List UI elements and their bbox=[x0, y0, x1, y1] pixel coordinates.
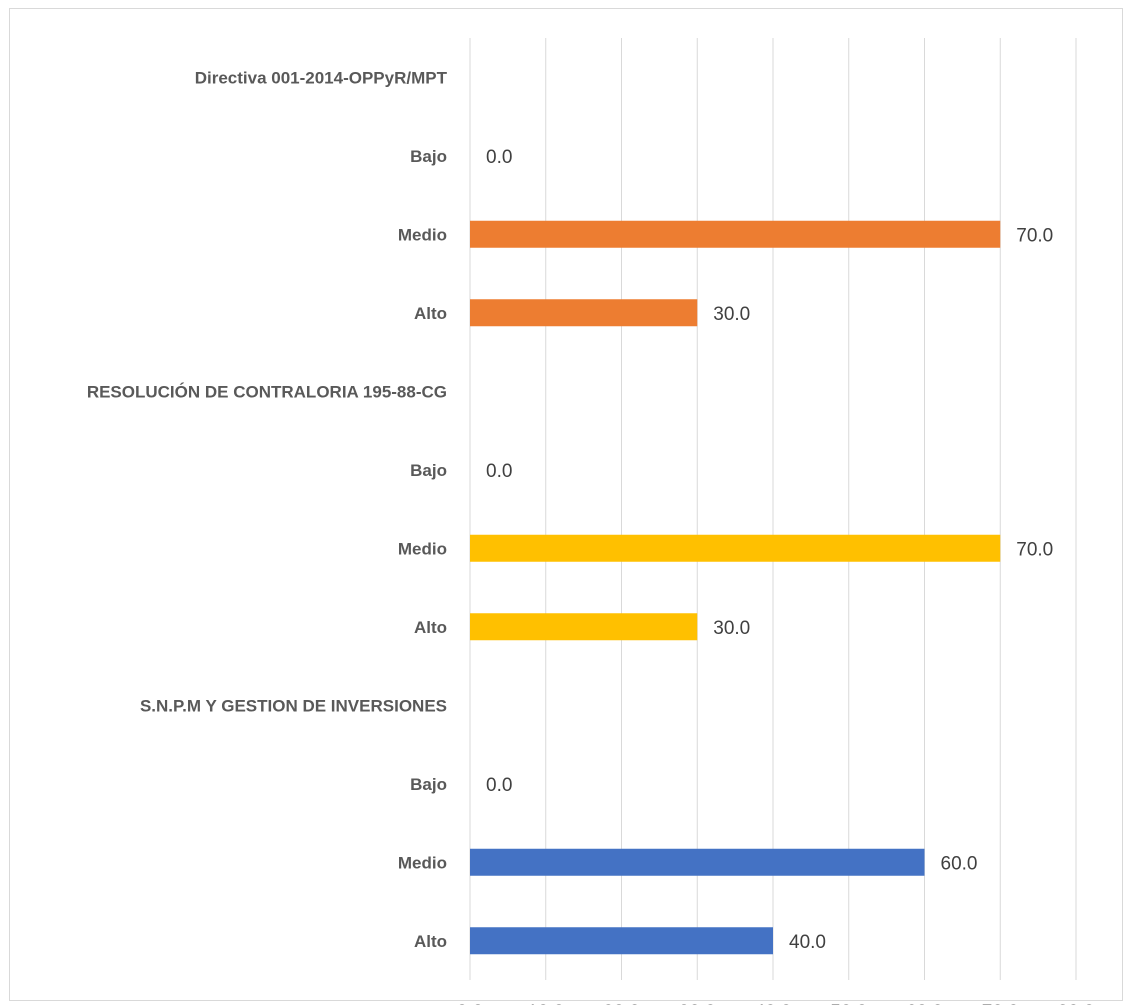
category-label: Bajo bbox=[410, 461, 447, 480]
x-tick-label: 70.0 bbox=[982, 1002, 1019, 1005]
x-tick-label: 30.0 bbox=[679, 1002, 716, 1005]
category-label: Medio bbox=[398, 853, 447, 872]
category-label: RESOLUCIÓN DE CONTRALORIA 195-88-CG bbox=[87, 382, 447, 401]
bar bbox=[470, 848, 925, 876]
data-label: 40.0 bbox=[789, 932, 826, 953]
data-label: 0.0 bbox=[486, 775, 512, 796]
bar bbox=[470, 299, 698, 327]
x-tick-label: 50.0 bbox=[830, 1002, 867, 1005]
chart-frame bbox=[9, 8, 1123, 1001]
x-tick-label: 40.0 bbox=[755, 1002, 792, 1005]
bar bbox=[470, 613, 698, 641]
x-tick-label: 80.0 bbox=[1058, 1002, 1095, 1005]
category-label: Medio bbox=[398, 539, 447, 558]
data-label: 70.0 bbox=[1016, 539, 1053, 560]
data-label: 30.0 bbox=[713, 618, 750, 639]
x-tick-label: 20.0 bbox=[603, 1002, 640, 1005]
category-label: Bajo bbox=[410, 147, 447, 166]
category-label: Medio bbox=[398, 225, 447, 244]
data-label: 70.0 bbox=[1016, 225, 1053, 246]
data-label: 0.0 bbox=[486, 147, 512, 168]
category-label: Alto bbox=[414, 304, 447, 323]
bar bbox=[470, 220, 1001, 248]
category-label: Bajo bbox=[410, 775, 447, 794]
x-tick-label: 10.0 bbox=[527, 1002, 564, 1005]
data-label: 60.0 bbox=[941, 853, 978, 874]
data-label: 30.0 bbox=[713, 304, 750, 325]
x-tick-label: 60.0 bbox=[906, 1002, 943, 1005]
category-label: Directiva 001-2014-OPPyR/MPT bbox=[195, 68, 448, 87]
category-label: Alto bbox=[414, 618, 447, 637]
category-label: S.N.P.M Y GESTION DE INVERSIONES bbox=[140, 696, 447, 715]
bar bbox=[470, 534, 1001, 562]
data-label: 0.0 bbox=[486, 461, 512, 482]
bar bbox=[470, 927, 773, 955]
x-tick-label: 0.0 bbox=[457, 1002, 483, 1005]
category-label: Alto bbox=[414, 932, 447, 951]
